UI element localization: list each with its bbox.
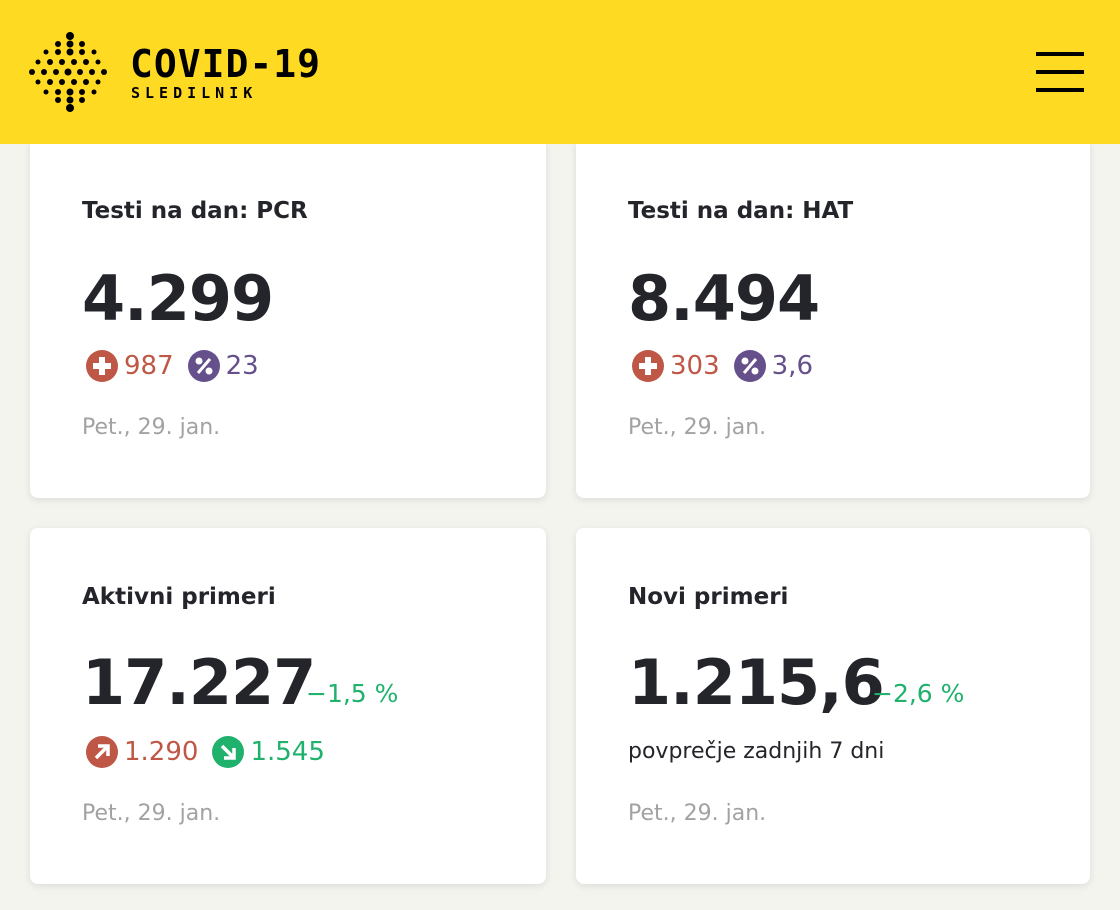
positive-count: 303	[670, 351, 720, 381]
app-subtitle[interactable]: SLEDILNIK	[131, 84, 258, 102]
plus-icon	[632, 350, 664, 382]
card-stats-row: 1.290 1.545	[86, 736, 325, 768]
decrease-count: 1.545	[250, 737, 325, 767]
card-active-cases: Aktivni primeri 17.227 −1,5 % 1.290 1.54…	[30, 528, 546, 884]
app-title[interactable]: COVID-19	[130, 42, 322, 86]
positive-percent: 3,6	[771, 351, 813, 381]
card-title: Aktivni primeri	[82, 584, 276, 610]
card-tests-pcr: Testi na dan: PCR 4.299 987 23 Pet., 29.…	[30, 138, 546, 498]
plus-icon	[86, 350, 118, 382]
card-title: Novi primeri	[628, 584, 789, 610]
card-value: 4.299	[82, 262, 274, 335]
card-value: 8.494	[628, 262, 820, 335]
arrow-up-right-icon	[86, 736, 118, 768]
percent-icon	[733, 350, 766, 382]
positive-percent: 23	[225, 351, 259, 381]
card-stats-row: 987 23	[86, 350, 259, 382]
arrow-down-right-icon	[212, 736, 245, 768]
card-note: povprečje zadnjih 7 dni	[628, 739, 885, 764]
card-new-cases: Novi primeri 1.215,6 −2,6 % povprečje za…	[576, 528, 1090, 884]
hamburger-menu-icon[interactable]	[1034, 48, 1086, 96]
change-percent: −2,6 %	[872, 679, 965, 708]
card-title: Testi na dan: HAT	[628, 198, 854, 224]
change-percent: −1,5 %	[306, 679, 399, 708]
card-date: Pet., 29. jan.	[82, 801, 221, 826]
card-date: Pet., 29. jan.	[82, 415, 221, 440]
card-value: 17.227	[82, 646, 316, 719]
increase-count: 1.290	[124, 737, 199, 767]
percent-icon	[187, 350, 220, 382]
card-value: 1.215,6	[628, 646, 885, 719]
positive-count: 987	[124, 351, 174, 381]
card-title: Testi na dan: PCR	[82, 198, 308, 224]
dot-grid-logo-icon[interactable]	[28, 30, 112, 114]
card-date: Pet., 29. jan.	[628, 415, 767, 440]
card-date: Pet., 29. jan.	[628, 801, 767, 826]
card-stats-row: 303 3,6	[632, 350, 813, 382]
app-header: COVID-19 SLEDILNIK	[0, 0, 1120, 144]
card-tests-hat: Testi na dan: HAT 8.494 303 3,6 Pet., 29…	[576, 138, 1090, 498]
